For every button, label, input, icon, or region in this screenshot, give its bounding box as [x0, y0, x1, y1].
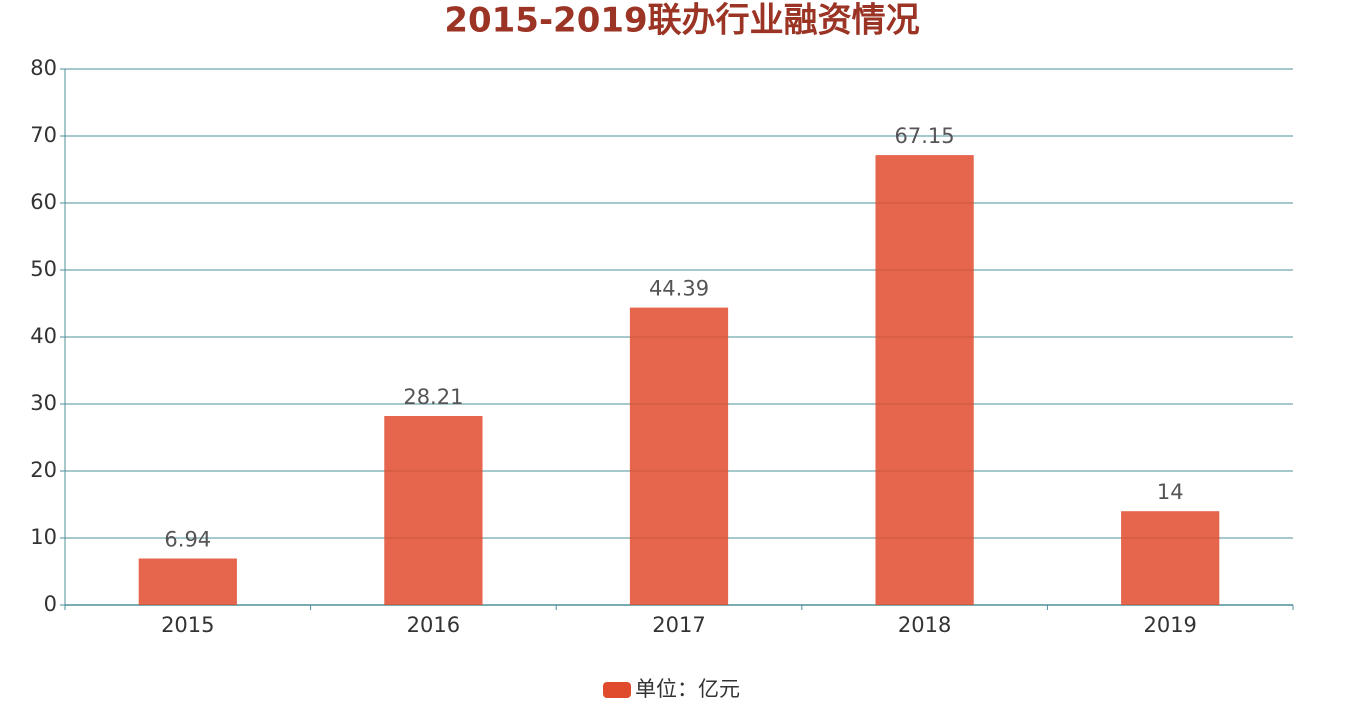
- y-tick-label: 60: [30, 190, 57, 214]
- bar: [1121, 511, 1220, 605]
- y-tick-label: 80: [30, 56, 57, 80]
- bar: [138, 558, 237, 605]
- y-tick-label: 50: [30, 257, 57, 281]
- legend-swatch: [603, 682, 631, 698]
- x-tick-label: 2015: [161, 613, 214, 637]
- y-tick-label: 70: [30, 123, 57, 147]
- x-tick-label: 2018: [898, 613, 951, 637]
- x-tick-label: 2016: [407, 613, 460, 637]
- value-label: 6.94: [164, 528, 211, 552]
- value-label: 44.39: [649, 277, 709, 301]
- bar: [875, 155, 974, 605]
- bar: [384, 415, 483, 605]
- y-tick-label: 0: [44, 592, 57, 616]
- legend-label: 单位：亿元: [635, 677, 740, 701]
- y-tick-label: 30: [30, 391, 57, 415]
- value-label: 14: [1157, 480, 1184, 504]
- y-tick-label: 20: [30, 458, 57, 482]
- x-tick-label: 2017: [652, 613, 705, 637]
- value-label: 67.15: [895, 124, 955, 148]
- value-label: 28.21: [403, 385, 463, 409]
- chart-title: 2015-2019联办行业融资情况: [444, 1, 919, 41]
- y-tick-label: 40: [30, 324, 57, 348]
- bar: [629, 307, 729, 605]
- y-tick-label: 10: [30, 525, 57, 549]
- x-tick-label: 2019: [1143, 613, 1196, 637]
